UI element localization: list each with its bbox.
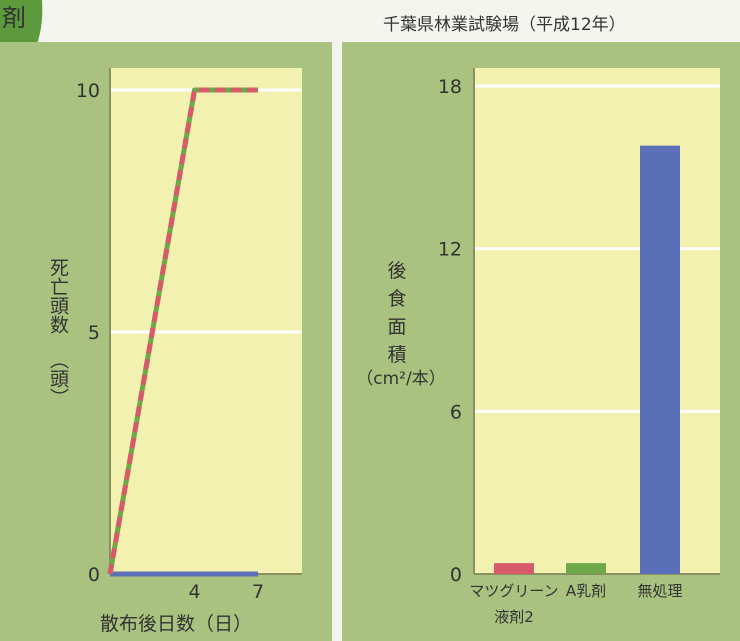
category-label-1-line-2: 液剤2 <box>494 608 534 626</box>
left-series-line-1 <box>107 87 258 575</box>
right-y-label-unit: （cm²/本） <box>356 369 445 389</box>
left-series-group <box>107 87 258 577</box>
left-y-tick-10: 10 <box>76 80 100 102</box>
right-y-tick-6: 6 <box>450 401 462 423</box>
category-label-2-line-1: A乳剤 <box>566 582 606 600</box>
left-y-label-unit: （頭） <box>47 350 69 407</box>
left-y-tick-0: 0 <box>88 564 100 586</box>
left-x-tick-4: 4 <box>189 581 201 603</box>
right-y-tick-labels: 0 6 12 18 <box>438 76 462 586</box>
right-y-tick-0: 0 <box>450 564 462 586</box>
right-plot-area <box>474 68 720 574</box>
right-y-axis-label: 後 食 面 積 （cm²/本） <box>356 260 445 389</box>
right-y-tick-18: 18 <box>438 76 462 98</box>
category-label-1-line-1: マツグリーン <box>469 582 558 600</box>
right-y-label-char-3: 面 <box>387 316 406 338</box>
left-y-axis-label: 死亡頭数 （頭） <box>47 258 69 407</box>
left-y-tick-labels: 0 5 10 <box>76 80 100 586</box>
right-y-label-char-1: 後 <box>387 260 406 282</box>
left-y-label-main: 死亡頭数 <box>47 258 69 334</box>
left-plot-area <box>110 68 302 574</box>
right-y-label-char-4: 積 <box>387 344 406 366</box>
category-label-3-line-1: 無処理 <box>637 582 682 600</box>
left-x-axis-label: 散布後日数（日） <box>100 613 252 635</box>
right-y-label-char-2: 食 <box>387 288 406 310</box>
source-caption: 千葉県林業試験場（平成12年） <box>383 15 626 35</box>
left-x-tick-7: 7 <box>252 581 264 603</box>
bar-2 <box>566 563 606 574</box>
bar-1 <box>494 563 534 574</box>
badge-text: 剤 <box>2 4 26 32</box>
bar-3 <box>640 145 680 574</box>
left-y-tick-5: 5 <box>88 322 100 344</box>
right-y-tick-12: 12 <box>438 239 462 261</box>
right-bars-group <box>494 145 680 574</box>
